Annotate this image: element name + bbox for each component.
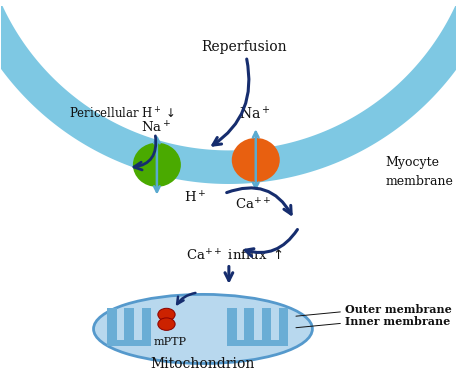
Polygon shape (0, 0, 474, 184)
Text: mPTP: mPTP (154, 337, 187, 347)
Text: Myocyte
membrane: Myocyte membrane (385, 155, 453, 188)
Bar (227, 340, 288, 346)
Text: Outer membrane: Outer membrane (345, 304, 452, 315)
Bar (124, 308, 134, 346)
Bar (244, 308, 254, 346)
Text: Inner membrane: Inner membrane (345, 316, 450, 327)
Bar (107, 340, 151, 346)
Text: Pericellular H$^+$$\downarrow$: Pericellular H$^+$$\downarrow$ (69, 106, 174, 122)
Text: Mitochondrion: Mitochondrion (151, 357, 255, 371)
Ellipse shape (133, 143, 181, 187)
Text: H$^+$: H$^+$ (184, 191, 206, 206)
Bar (227, 308, 237, 346)
Bar (142, 308, 151, 346)
Text: Ca$^{++}$: Ca$^{++}$ (235, 197, 271, 213)
Text: Na$^+$: Na$^+$ (239, 105, 271, 122)
Bar (279, 308, 288, 346)
Ellipse shape (158, 308, 175, 321)
Ellipse shape (93, 294, 312, 363)
Text: Reperfusion: Reperfusion (201, 40, 287, 54)
Bar (107, 308, 117, 346)
Bar (262, 308, 271, 346)
Ellipse shape (232, 138, 280, 182)
Text: Ca$^{++}$ influx $\uparrow$: Ca$^{++}$ influx $\uparrow$ (186, 248, 283, 264)
Text: Na$^+$: Na$^+$ (141, 121, 171, 136)
Ellipse shape (158, 318, 175, 330)
